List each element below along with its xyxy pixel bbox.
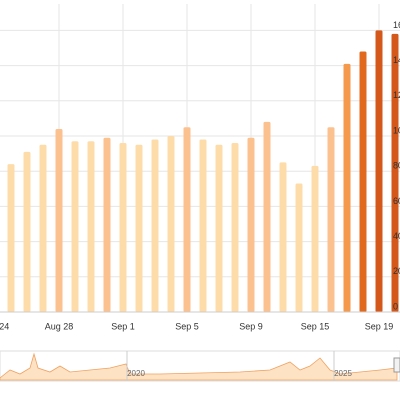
bar (263, 121, 271, 312)
bar (375, 30, 383, 313)
x-tick-label: Sep 5 (175, 321, 199, 331)
y-tick-label: 160 (393, 20, 400, 30)
bar (231, 143, 239, 312)
y-tick-label: 100 (393, 125, 400, 135)
x-tick-label: Sep 9 (239, 321, 263, 331)
bar (311, 165, 319, 312)
bar (23, 151, 31, 312)
bar (247, 137, 255, 312)
x-tick-label: Sep 15 (301, 321, 330, 331)
x-tick-label: Aug 28 (45, 321, 74, 331)
x-tick-label: Sep 19 (365, 321, 394, 331)
bar (151, 139, 159, 312)
y-tick-label: 80 (393, 161, 400, 171)
y-tick-label: 0 (393, 301, 398, 311)
bar (119, 143, 127, 312)
bar (55, 128, 63, 312)
bar (279, 162, 287, 312)
x-tick-label: Sep 1 (111, 321, 135, 331)
navigator-label: 2025 (334, 369, 352, 378)
navigator[interactable]: 2020 2025 (0, 350, 400, 382)
y-tick-label: 40 (393, 231, 400, 241)
bar (295, 183, 303, 312)
y-tick-label: 60 (393, 196, 400, 206)
bar (215, 144, 223, 312)
x-tick-label: Aug 24 (0, 321, 9, 331)
bar (199, 139, 207, 312)
navigator-area (0, 352, 398, 381)
bar (71, 141, 79, 312)
bar (87, 141, 95, 312)
bar (167, 136, 175, 312)
navigator-label: 2020 (127, 369, 145, 378)
y-tick-label: 20 (393, 266, 400, 276)
y-tick-label: 140 (393, 55, 400, 65)
bar (183, 127, 191, 312)
bar (103, 137, 111, 312)
bar (7, 164, 15, 312)
bar (343, 63, 351, 313)
navigator-handle[interactable] (393, 357, 400, 373)
bar (391, 33, 399, 313)
bar (359, 51, 367, 313)
y-tick-label: 120 (393, 90, 400, 100)
bar (327, 127, 335, 312)
bar (39, 144, 47, 312)
bar (135, 144, 143, 312)
